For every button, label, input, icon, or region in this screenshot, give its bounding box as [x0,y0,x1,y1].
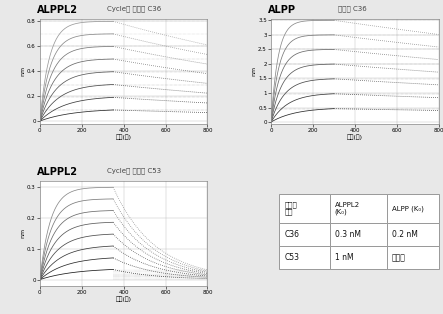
Y-axis label: nm: nm [20,66,26,76]
Text: 0.2 nM: 0.2 nM [392,230,418,239]
Bar [387,223,439,246]
Text: 1 nM: 1 nM [335,253,354,262]
Text: ALPPL2: ALPPL2 [36,5,78,15]
Text: ALPPL2
(K₀): ALPPL2 (K₀) [335,202,360,215]
Y-axis label: nm: nm [20,228,26,238]
Y-axis label: nm: nm [252,66,257,76]
Text: ALPP (K₀): ALPP (K₀) [392,205,424,212]
X-axis label: 时间(秒): 时间(秒) [116,134,132,140]
Text: 0.3 nM: 0.3 nM [335,230,361,239]
Text: Cycle： 人源化 C36: Cycle： 人源化 C36 [107,5,161,12]
Text: 无结合: 无结合 [392,253,405,262]
Text: Cycle： 人源化 C53: Cycle： 人源化 C53 [107,167,161,174]
Bar [387,194,439,223]
Text: 人源化 C36: 人源化 C36 [338,5,367,12]
Text: C36: C36 [284,230,299,239]
Text: C53: C53 [284,253,299,262]
Bar [330,246,387,269]
Text: 人源化
克隆: 人源化 克隆 [284,201,297,215]
Bar [280,194,330,223]
Bar [387,246,439,269]
Bar [330,194,387,223]
Text: ALPP: ALPP [268,5,295,15]
Bar [280,223,330,246]
Bar [330,223,387,246]
X-axis label: 时间(秒): 时间(秒) [347,134,363,140]
Text: ALPPL2: ALPPL2 [36,167,78,177]
Bar [280,246,330,269]
X-axis label: 时间(秒): 时间(秒) [116,296,132,302]
